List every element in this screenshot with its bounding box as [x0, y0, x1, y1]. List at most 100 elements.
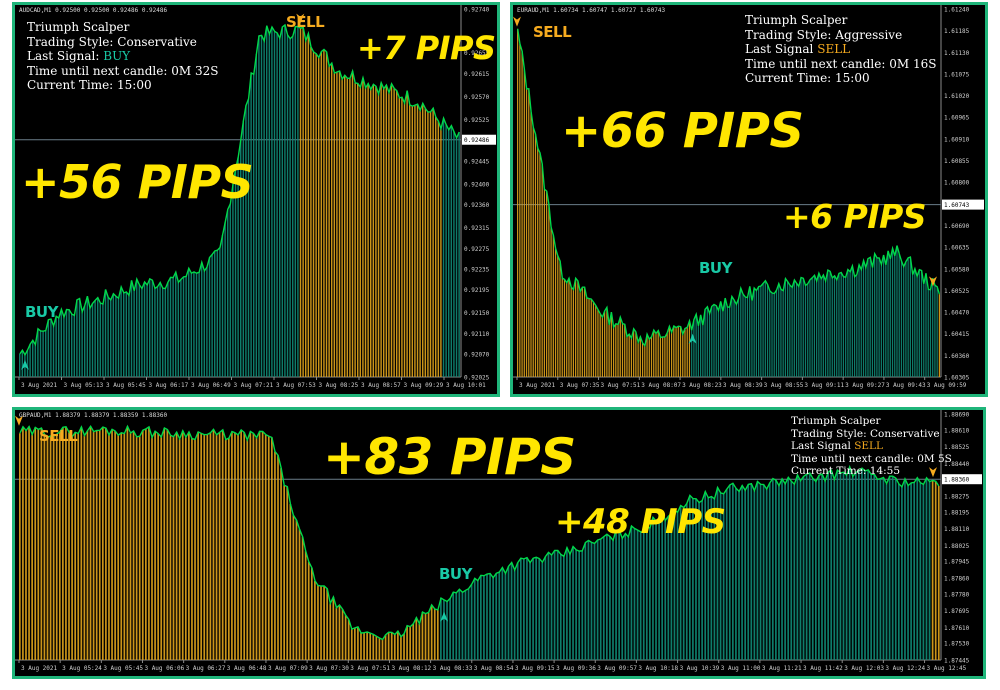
price-bar [839, 472, 842, 660]
price-chart-gbpaud: 1.88690 1.88610 1.88525 1.88440 1.88360 1.882… [15, 410, 982, 672]
price-bar [802, 476, 805, 660]
price-bar [231, 431, 233, 660]
price-bar [133, 290, 135, 377]
price-bar [820, 278, 822, 377]
price-bar [351, 71, 354, 378]
time-tick-label: 3 Aug 07:30 [309, 665, 349, 672]
price-bar [50, 319, 52, 377]
price-tick-label: 0.92025 [464, 375, 490, 382]
price-bar [862, 260, 865, 377]
price-bar [143, 282, 146, 377]
price-bar [92, 431, 95, 660]
price-bar [799, 480, 802, 660]
price-bar [22, 426, 24, 660]
price-bar [378, 637, 381, 660]
price-bar [894, 255, 896, 377]
price-bar [534, 134, 537, 377]
price-bar [744, 296, 746, 377]
price-bar [528, 88, 530, 378]
price-bar [750, 483, 753, 660]
price-bar [310, 567, 313, 660]
time-tick-label: 3 Aug 06:49 [191, 382, 231, 389]
price-bar [597, 309, 599, 377]
price-bar [740, 288, 742, 377]
price-bar [878, 257, 880, 377]
price-bar [26, 350, 29, 377]
price-bar [422, 103, 424, 377]
price-bar [742, 294, 744, 377]
price-bar [659, 337, 662, 377]
price-bar [427, 612, 430, 660]
price-bar [398, 97, 401, 377]
price-bar [430, 604, 433, 660]
price-bar [193, 271, 195, 377]
price-bar [203, 434, 206, 660]
price-bar [704, 491, 707, 660]
price-bar [641, 342, 644, 377]
time-tick-label: 3 Aug 11:42 [803, 665, 843, 672]
price-bar [102, 303, 104, 377]
price-bar [84, 305, 86, 377]
price-bar [323, 49, 325, 378]
time-tick-label: 3 Aug 05:24 [62, 665, 102, 672]
price-bar [575, 549, 577, 660]
price-bar [123, 292, 125, 377]
price-bar [83, 435, 86, 660]
sell-arrow-icon [15, 415, 23, 426]
price-bar [749, 286, 751, 377]
price-bar [483, 575, 485, 660]
time-tick-label: 3 Aug 12:03 [844, 665, 884, 672]
price-bar [559, 554, 562, 660]
price-bar [227, 209, 229, 377]
last-signal: Last Signal: BUY [27, 49, 131, 63]
price-bar [43, 434, 46, 660]
price-tick-label: 1.61020 [944, 93, 970, 100]
time-tick-label: 3 Aug 05:45 [106, 382, 146, 389]
price-bar [507, 566, 510, 660]
price-bar [753, 288, 755, 377]
price-tick-label: 1.60525 [944, 288, 970, 295]
price-bar [138, 436, 141, 660]
price-bar [141, 288, 143, 377]
price-bar [791, 287, 793, 377]
price-bar [105, 428, 107, 660]
price-bar [297, 26, 299, 378]
price-tag-box [942, 199, 984, 210]
price-bar [581, 287, 583, 377]
time-tick-label: 3 Aug 2021 [21, 665, 58, 672]
price-bar [49, 435, 52, 660]
price-bar [584, 542, 587, 660]
price-bar [645, 527, 648, 660]
price-bar [595, 305, 597, 377]
price-tick-label: 1.61240 [944, 7, 970, 14]
price-bar [167, 282, 169, 377]
price-bar [372, 634, 375, 660]
current-time: Current Time: 15:00 [27, 78, 152, 92]
price-bar [55, 434, 58, 660]
price-bar [320, 51, 323, 377]
time-tick-label: 3 Aug 06:27 [186, 665, 226, 672]
price-bar [523, 69, 525, 377]
price-bar [679, 505, 682, 660]
price-bar [234, 432, 236, 660]
price-bar [840, 272, 842, 377]
price-bar [182, 276, 185, 377]
price-bar [688, 495, 691, 660]
price-bar [586, 297, 588, 377]
buy-signal-label: BUY [439, 565, 472, 583]
price-bar [274, 451, 276, 660]
price-bar [568, 278, 570, 377]
price-bar [242, 120, 245, 378]
price-bar [720, 301, 722, 377]
price-bar [433, 609, 436, 660]
sell-arrow-icon [513, 16, 521, 27]
price-bar [294, 26, 297, 377]
price-bar [480, 575, 482, 660]
price-bar [221, 234, 224, 377]
price-tick-label: 0.92195 [464, 287, 490, 294]
price-bar [615, 530, 617, 660]
price-bar [184, 437, 187, 660]
price-bar [822, 275, 824, 377]
price-bar [163, 427, 166, 660]
price-bar [517, 28, 519, 377]
